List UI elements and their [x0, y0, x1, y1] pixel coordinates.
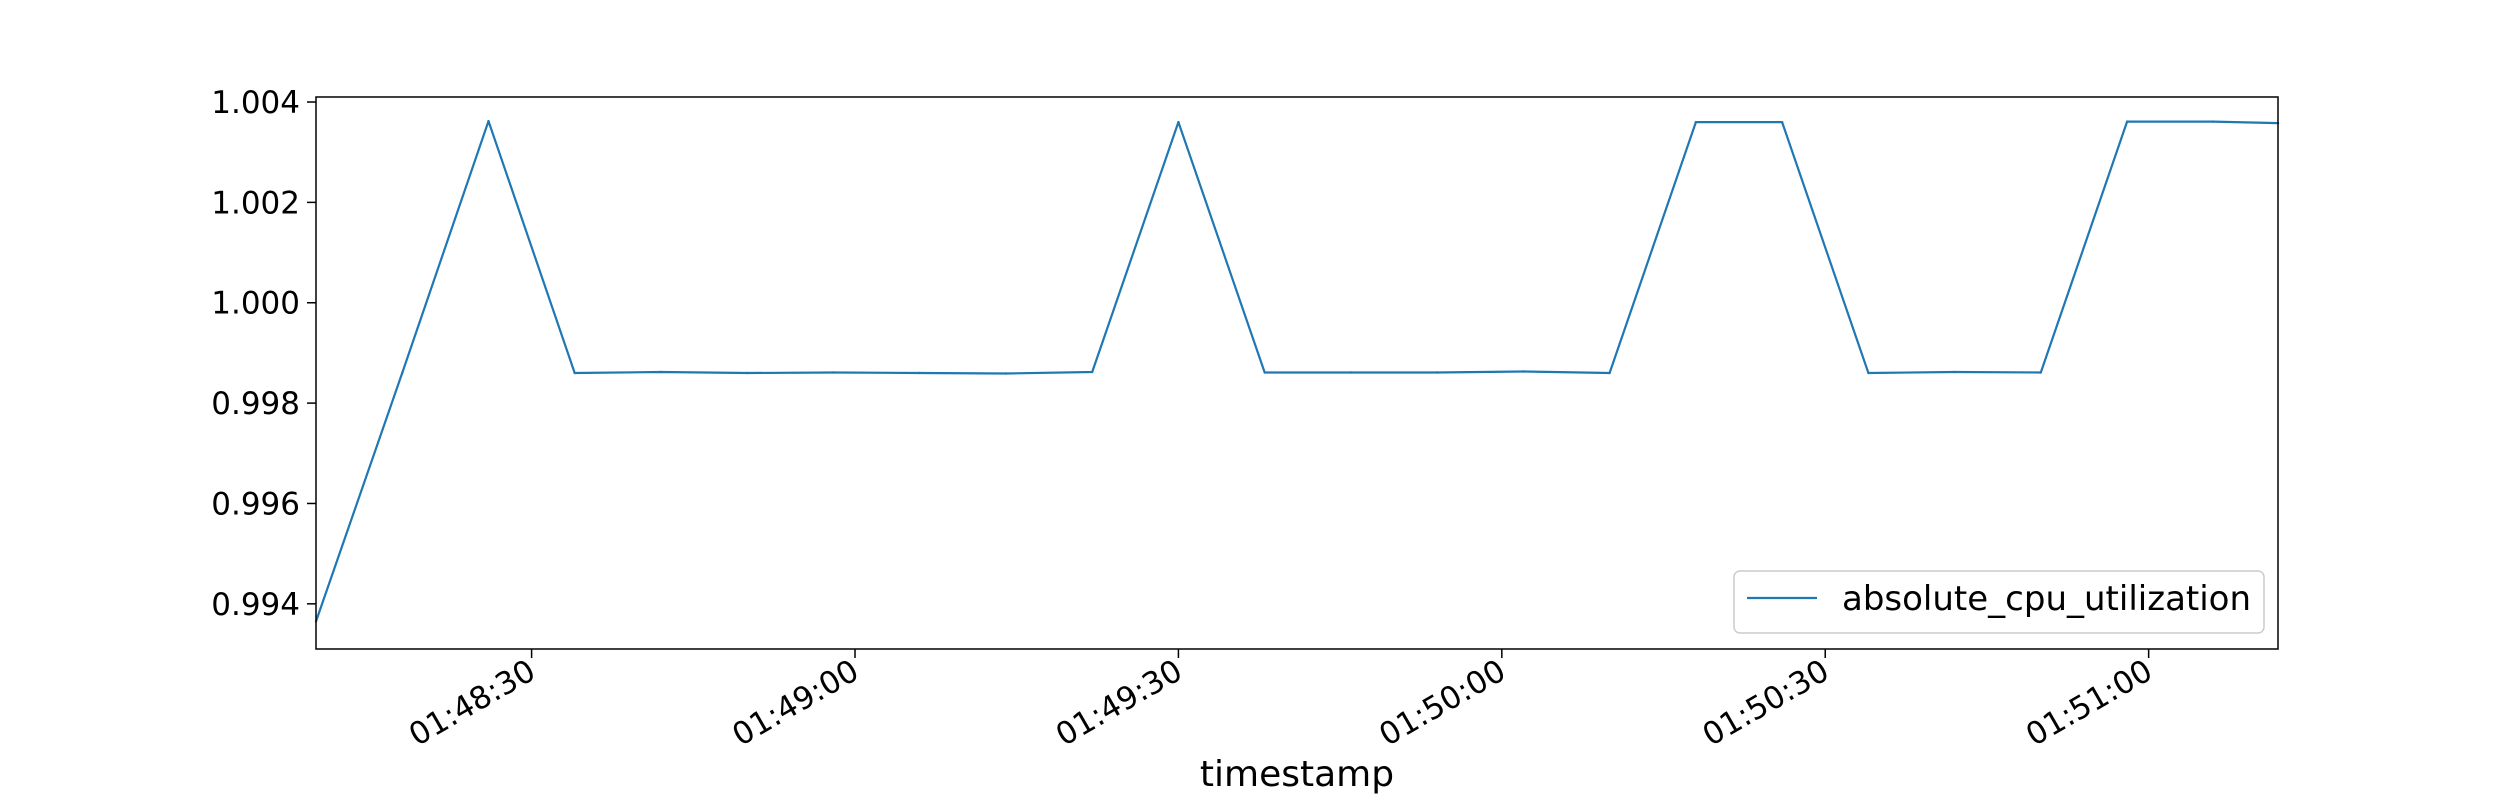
x-tick-label: 01:51:00: [2020, 653, 2159, 754]
legend: absolute_cpu_utilization: [1733, 570, 2265, 634]
x-tick-label: 01:50:00: [1373, 653, 1512, 754]
data-point: [2125, 120, 2129, 123]
data-point: [401, 371, 404, 375]
data-point: [1608, 371, 1611, 375]
data-point: [1694, 120, 1698, 124]
y-tick-label: 1.002: [211, 185, 300, 221]
data-point: [1177, 120, 1180, 124]
x-tick-label: 01:49:30: [1050, 653, 1189, 754]
y-tick-label: 0.994: [211, 587, 300, 623]
plot-frame: [315, 96, 2279, 650]
y-axis: 0.994 0.996 0.998 1.000 1.002 1.004: [211, 85, 316, 623]
x-tick-label: 01:50:30: [1697, 653, 1836, 754]
data-point: [1263, 371, 1266, 374]
series-line-absolute-cpu-utilization: [314, 120, 2279, 622]
legend-box: [1733, 570, 2265, 634]
data-point: [1867, 371, 1870, 375]
y-tick-label: 1.000: [211, 286, 300, 322]
y-tick-label: 0.998: [211, 386, 300, 422]
y-tick-label: 1.004: [211, 85, 300, 121]
x-tick-label: 01:48:30: [403, 653, 542, 754]
data-point: [746, 371, 749, 375]
data-point: [832, 371, 835, 374]
data-point: [1953, 370, 1956, 374]
data-point: [573, 371, 576, 375]
data-point: [918, 371, 921, 375]
data-point: [2039, 371, 2043, 374]
data-point: [659, 370, 663, 374]
data-point: [1349, 371, 1353, 374]
x-tick-label: 01:49:00: [726, 653, 865, 754]
data-point: [487, 119, 490, 123]
x-axis-label: timestamp: [1200, 754, 1394, 795]
data-point: [1435, 371, 1439, 374]
data-point: [1091, 370, 1094, 374]
legend-entry-label: absolute_cpu_utilization: [1842, 579, 2251, 619]
y-tick-label: 0.996: [211, 486, 300, 522]
data-point: [1004, 372, 1008, 375]
data-point: [2212, 120, 2215, 123]
x-axis: 01:48:30 01:49:00 01:49:30 01:50:00 01:50:30…: [403, 649, 2159, 754]
data-point: [1522, 370, 1525, 373]
data-point: [1780, 120, 1784, 124]
